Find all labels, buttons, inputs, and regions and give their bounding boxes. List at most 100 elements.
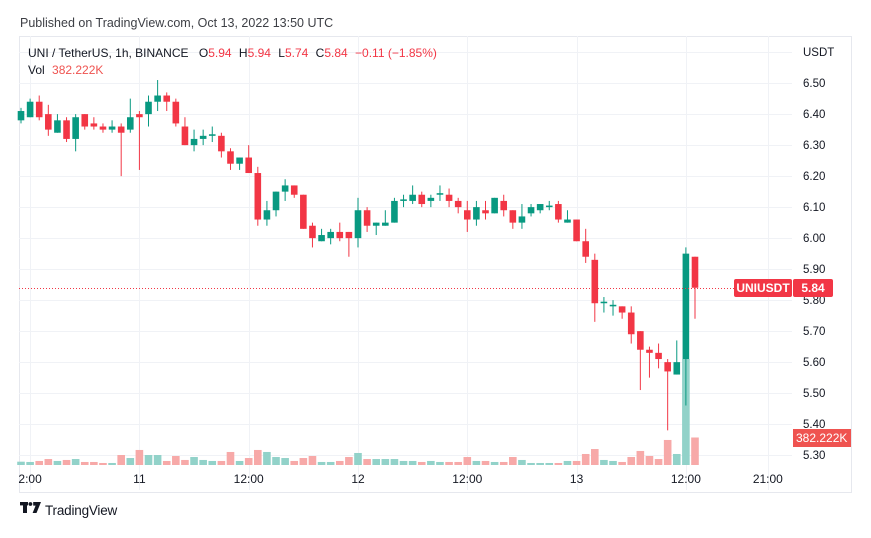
volume-bar [545, 462, 554, 465]
candle [117, 123, 125, 177]
candle [564, 210, 571, 223]
volume-bar [26, 461, 34, 465]
candle-body [637, 331, 644, 350]
candle-body [536, 204, 544, 211]
volume-bar [99, 462, 107, 465]
price-axis-label: 6.30 [803, 140, 825, 152]
candle-body [117, 126, 125, 133]
candle-body [655, 352, 662, 360]
candle [227, 148, 234, 170]
candle [618, 306, 626, 319]
candle-body [318, 235, 325, 242]
candle-body [627, 312, 635, 335]
last-volume-tag: 382.222K [793, 429, 851, 447]
volume-bar [290, 460, 299, 465]
candle [208, 126, 216, 143]
candle-body [54, 120, 61, 133]
candle-body [509, 210, 517, 223]
candle [154, 80, 161, 112]
volume-bar [190, 457, 198, 465]
candle-body [363, 210, 371, 226]
volume-bar [263, 451, 271, 465]
candle-body [482, 210, 489, 214]
candle-body [154, 95, 161, 102]
time-axis-label: 21:00 [753, 472, 783, 486]
candle-body [26, 101, 34, 118]
price-axis[interactable]: USDT 6.50 6.40 6.30 6.20 6.10 6.00 5.90 5.80 5.70… [803, 47, 834, 462]
volume-bar [436, 461, 444, 465]
volume-bars [17, 359, 699, 465]
volume-bar [399, 460, 408, 465]
candle-body [236, 157, 243, 164]
candle [108, 120, 116, 133]
legend-volume-label[interactable]: Vol [28, 63, 45, 77]
candle-body [327, 231, 334, 239]
candle-body [208, 134, 216, 136]
volume-bar [591, 449, 599, 465]
price-axis-label: 6.00 [803, 233, 825, 245]
candle-body [691, 256, 699, 288]
candle [163, 92, 171, 112]
candle [391, 197, 398, 223]
candle-body [400, 199, 407, 201]
time-axis-label: 13 [570, 472, 584, 486]
candle [45, 104, 52, 136]
volume-bar [408, 460, 417, 465]
candle-body [290, 185, 298, 195]
candle [627, 306, 635, 344]
volume-bar [35, 460, 44, 465]
candle [26, 98, 34, 118]
candle-body [618, 306, 626, 313]
brand-name: TradingView [45, 502, 118, 518]
candle-body [272, 191, 280, 211]
symbol-price-tag: UNIUSDT [734, 279, 792, 297]
candle-body [263, 210, 271, 220]
legend-high-value: 5.94 [247, 46, 271, 60]
volume-bar [117, 454, 125, 465]
time-axis[interactable]: 2:00 11 12:00 12 12:00 13 12:00 21:00 [18, 472, 783, 486]
candle [409, 185, 416, 205]
candle-body [300, 194, 307, 229]
candle-body [345, 231, 353, 239]
candle-body [45, 114, 52, 130]
volume-bar [454, 461, 462, 465]
candle [655, 343, 662, 369]
candle [145, 95, 152, 127]
volume-bar [445, 461, 453, 465]
price-axis-unit: USDT [803, 47, 834, 59]
volume-bar [636, 450, 645, 465]
footer-branding[interactable]: TradingView [20, 502, 117, 518]
volume-bar [536, 462, 544, 465]
candle [664, 359, 671, 431]
volume-bar [509, 457, 517, 465]
candle-body [227, 151, 234, 164]
candle-body [108, 126, 116, 130]
candle [573, 219, 580, 242]
candle [245, 145, 252, 174]
candle [382, 210, 389, 226]
legend-symbol[interactable]: UNI / TetherUS, 1h, BINANCE [28, 46, 189, 60]
volume-bar [663, 439, 672, 465]
candle-body [427, 197, 435, 201]
time-axis-label: 2:00 [18, 472, 42, 486]
volume-bar [627, 457, 636, 465]
volume-bar [499, 461, 508, 465]
price-axis-label: 6.50 [803, 78, 825, 90]
volume-bar [645, 456, 654, 465]
candle-body [409, 194, 416, 201]
volume-bar [308, 456, 317, 465]
candle-body [90, 123, 98, 127]
candle [63, 117, 70, 143]
candle [172, 98, 180, 127]
candle-body [281, 185, 289, 192]
volume-bar [90, 461, 98, 465]
candle [345, 231, 353, 257]
volume-bar [135, 449, 144, 465]
candle [354, 197, 362, 248]
volume-bar [481, 460, 490, 465]
volume-bar [490, 461, 499, 465]
volume-bar [44, 459, 53, 465]
candle-body [372, 222, 380, 226]
volume-bar [172, 456, 180, 465]
